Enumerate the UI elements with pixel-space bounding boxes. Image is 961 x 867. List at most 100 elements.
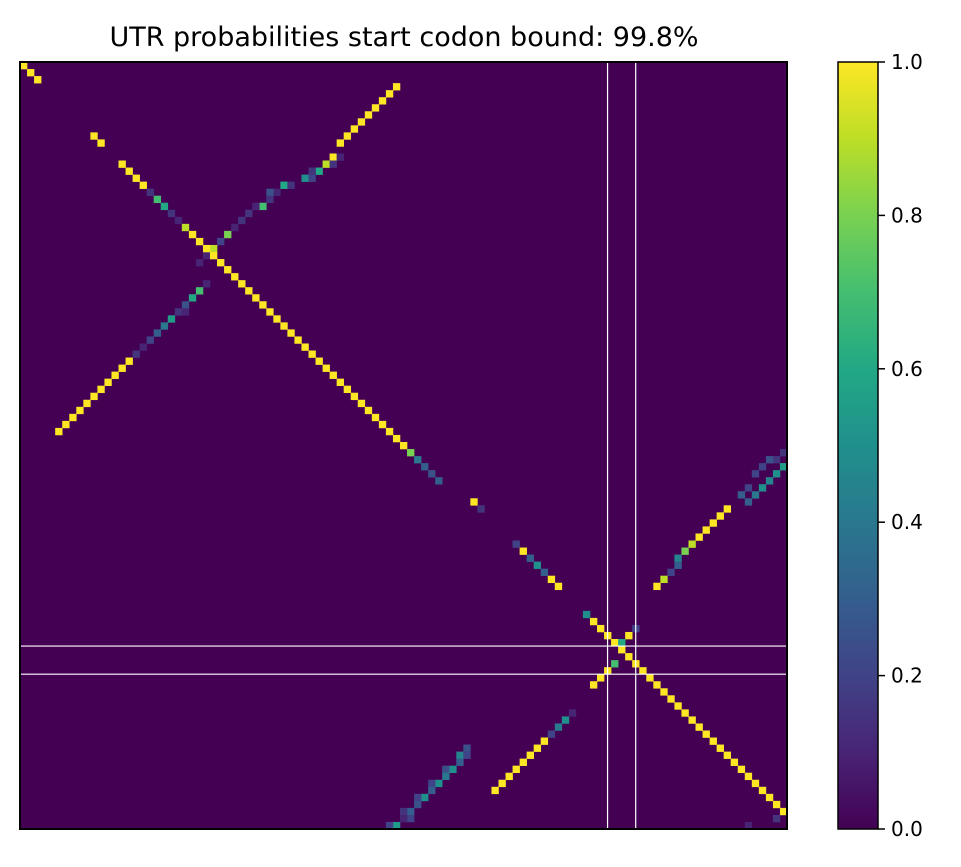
heatmap-cell — [252, 202, 260, 211]
heatmap-cell — [202, 280, 211, 288]
heatmap-cell — [758, 484, 767, 492]
heatmap-cell — [674, 702, 682, 710]
heatmap-cell — [428, 786, 436, 795]
heatmap-cell — [104, 378, 112, 386]
heatmap-cell — [118, 364, 126, 372]
heatmap-cell — [547, 575, 556, 584]
heatmap-cell — [343, 132, 352, 140]
heatmap-cell — [83, 399, 91, 408]
heatmap-cell — [758, 786, 767, 795]
heatmap-cell — [639, 667, 647, 675]
heatmap-cell — [350, 125, 359, 133]
heatmap-cell — [702, 730, 710, 738]
heatmap-cell — [589, 617, 598, 626]
heatmap-cell — [435, 779, 443, 788]
heatmap-cell — [554, 723, 563, 731]
heatmap-cell — [280, 181, 288, 189]
heatmap-cell — [350, 392, 359, 401]
colorbar-tick-label: 0.4 — [891, 510, 923, 534]
heatmap-cell — [329, 160, 337, 168]
heatmap-cell — [231, 273, 239, 281]
heatmap-cell — [181, 223, 190, 232]
heatmap-cell — [308, 350, 316, 358]
heatmap-cell — [322, 160, 330, 168]
heatmap-cell — [597, 674, 605, 682]
heatmap-cell — [336, 378, 344, 386]
heatmap-cell — [266, 195, 274, 204]
heatmap-cell — [315, 167, 323, 175]
heatmap-cell — [582, 610, 591, 619]
heatmap-cell — [385, 427, 394, 436]
heatmap-cell — [20, 62, 28, 70]
heatmap-cell — [463, 751, 471, 759]
heatmap-cell — [498, 779, 506, 788]
heatmap-cell — [34, 76, 42, 84]
plot-area — [19, 61, 788, 830]
heatmap-cell — [407, 449, 415, 457]
heatmap-cell — [547, 730, 556, 738]
heatmap-cell — [470, 498, 478, 506]
heatmap-cell — [97, 385, 105, 394]
heatmap-cell — [667, 695, 675, 703]
heatmap-cell — [421, 793, 429, 802]
heatmap-cell — [69, 413, 77, 422]
heatmap-cell — [139, 343, 147, 351]
heatmap-cell — [27, 69, 35, 77]
heatmap-cell — [540, 568, 549, 576]
heatmap-cell — [125, 357, 133, 365]
heatmap-cell — [167, 209, 176, 218]
heatmap-cell — [772, 800, 781, 809]
heatmap-cell — [139, 181, 147, 189]
heatmap-cell — [160, 322, 169, 330]
heatmap-cell — [589, 681, 598, 689]
colorbar-tick-label: 0.8 — [891, 203, 923, 227]
heatmap-cell — [280, 322, 288, 330]
heatmap-cell — [160, 202, 169, 211]
heatmap-cell — [111, 371, 119, 379]
heatmap-cell — [765, 793, 774, 802]
heatmap-cell — [217, 237, 225, 246]
heatmap-cell — [561, 716, 570, 724]
heatmap-cell — [407, 807, 415, 816]
heatmap-cell — [716, 512, 724, 520]
heatmap-cell — [55, 427, 63, 436]
heatmap-cell — [188, 294, 197, 302]
heatmap-cell — [392, 821, 401, 830]
heatmap-cell — [153, 195, 162, 204]
plot-frame — [19, 61, 788, 830]
heatmap-cell — [526, 751, 534, 759]
heatmap-cell — [625, 653, 633, 661]
heatmap-cell — [97, 139, 105, 147]
heatmap-cell — [259, 301, 267, 309]
heatmap-cell — [519, 758, 527, 766]
heatmap-cell — [611, 639, 619, 647]
heatmap-cell — [456, 751, 464, 759]
heatmap-cell — [554, 582, 563, 591]
heatmap-cell — [646, 674, 654, 682]
heatmap-cell — [751, 491, 760, 499]
heatmap-cell — [399, 807, 408, 816]
heatmap-cell — [512, 540, 520, 548]
heatmap-cell — [202, 244, 211, 253]
heatmap-cell — [132, 174, 140, 182]
heatmap-cell — [449, 765, 457, 774]
heatmap-cell — [737, 491, 746, 499]
heatmap-cell — [118, 160, 126, 168]
heatmap-cell — [90, 392, 98, 401]
heatmap-cell — [224, 266, 232, 274]
heatmap-cell — [533, 744, 542, 752]
heatmap-cell — [146, 336, 154, 344]
heatmap-cell — [90, 132, 98, 140]
heatmap-cell — [294, 336, 302, 344]
heatmap-cell — [442, 772, 450, 781]
heatmap-cell — [414, 456, 422, 464]
heatmap-cell — [709, 737, 717, 745]
heatmap-cell — [245, 209, 253, 218]
colorbar-tick-label: 0.2 — [891, 664, 923, 688]
heatmap-cell — [273, 315, 281, 323]
heatmap-cell — [744, 772, 753, 781]
heatmap-cell — [364, 111, 373, 119]
heatmap-cell — [456, 758, 464, 766]
heatmap-cell — [132, 350, 140, 358]
